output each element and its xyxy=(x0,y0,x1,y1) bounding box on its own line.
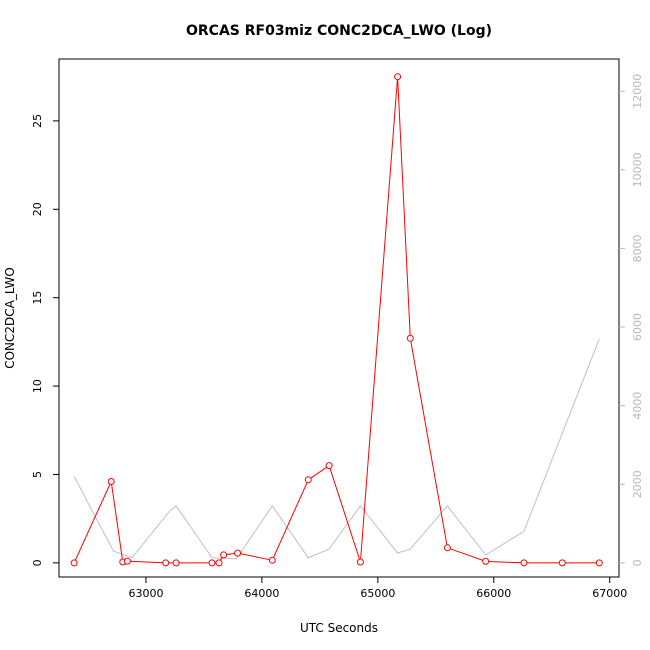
y-tick-label: 5 xyxy=(31,471,44,478)
data-point xyxy=(123,557,131,565)
y2-tick-label: 8000 xyxy=(631,234,644,262)
y-tick-label: 25 xyxy=(31,114,44,128)
y2-tick-label: 0 xyxy=(631,559,644,566)
x-tick-label: 65000 xyxy=(360,587,395,600)
x-tick-label: 63000 xyxy=(128,587,163,600)
data-point xyxy=(208,559,216,567)
data-point xyxy=(406,334,414,342)
data-point xyxy=(107,478,115,485)
y2-tick-label: 2000 xyxy=(631,470,644,498)
series-layer xyxy=(70,73,603,567)
data-point xyxy=(172,559,180,567)
x-axis-ticks: 63000 64000 65000 66000 67000 xyxy=(128,577,627,600)
data-point xyxy=(595,559,603,567)
gray-series-line xyxy=(73,338,600,560)
plot-frame xyxy=(58,58,620,578)
x-axis-label: UTC Seconds xyxy=(300,621,378,635)
data-point xyxy=(394,73,402,81)
data-point xyxy=(220,551,228,559)
red-series-line xyxy=(73,76,600,564)
y-tick-label: 15 xyxy=(31,291,44,305)
y2-tick-label: 12000 xyxy=(631,74,644,109)
data-point xyxy=(234,549,242,557)
y2-tick-label: 6000 xyxy=(631,313,644,341)
data-point xyxy=(70,559,78,567)
y-tick-label: 20 xyxy=(31,202,44,216)
y-tick-label: 10 xyxy=(31,379,44,393)
x-tick-label: 67000 xyxy=(592,587,627,600)
data-point xyxy=(304,476,312,484)
y2-tick-label: 10000 xyxy=(631,152,644,187)
y-axis-label: CONC2DCA_LWO xyxy=(3,267,17,369)
data-point xyxy=(558,559,566,567)
data-point xyxy=(215,559,223,567)
data-point xyxy=(162,559,170,567)
data-point xyxy=(325,462,333,470)
data-point xyxy=(482,557,490,565)
x-tick-label: 66000 xyxy=(476,587,511,600)
y-axis-ticks: 0 5 10 15 20 25 xyxy=(31,114,59,566)
data-point xyxy=(268,556,276,564)
data-point xyxy=(443,544,451,552)
data-point xyxy=(520,559,528,567)
y-tick-label: 0 xyxy=(31,559,44,566)
chart-title: ORCAS RF03miz CONC2DCA_LWO (Log) xyxy=(186,23,492,39)
y2-tick-label: 4000 xyxy=(631,392,644,420)
x-tick-label: 64000 xyxy=(244,587,279,600)
data-point xyxy=(356,558,364,566)
right-axis-ticks: 0 2000 4000 6000 8000 10000 12000 xyxy=(619,74,644,566)
